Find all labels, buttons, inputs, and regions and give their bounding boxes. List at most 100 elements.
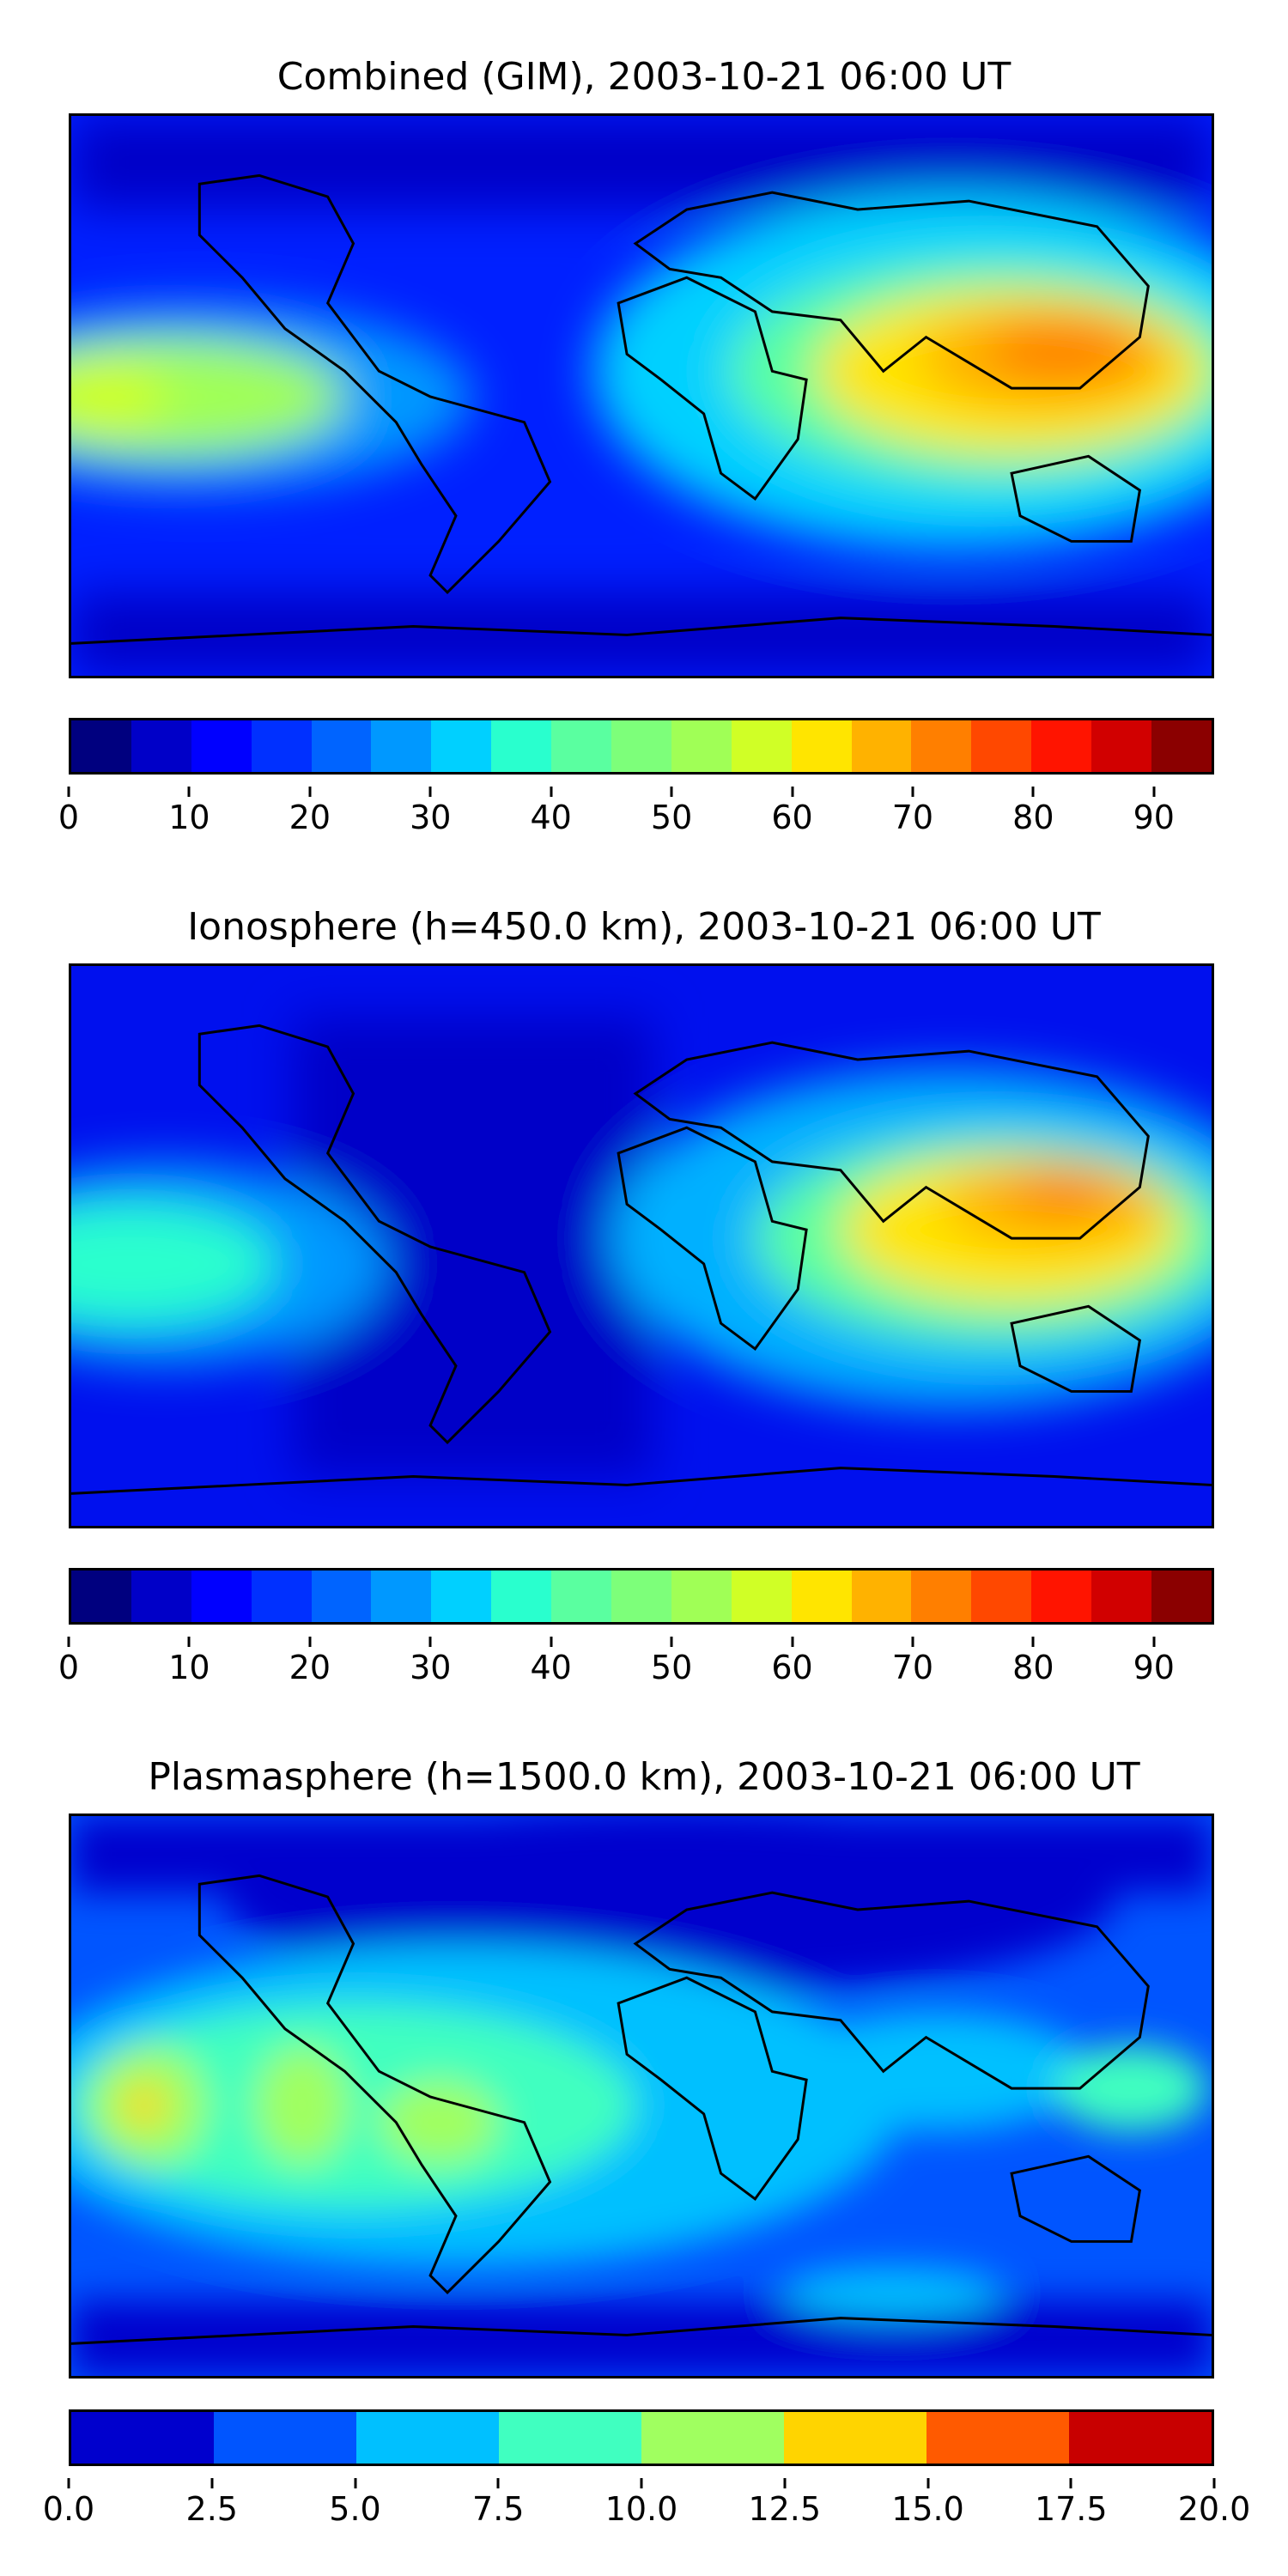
colorbar-3-tickmark [67,2478,70,2488]
colorbar-1-tickmark [308,787,312,797]
colorbar-1-segment [1031,720,1092,772]
colorbar-1-tickmark [187,787,191,797]
map-3-yellow-2 [255,2045,349,2166]
colorbar-1-segment [671,720,732,772]
colorbar-1-tickmark [428,787,432,797]
colorbar-2-tickmark [67,1637,70,1647]
colorbar-2-tick-label: 90 [1133,1649,1175,1686]
colorbar-1-tick-label: 70 [891,799,934,836]
colorbar-2-segment [251,1571,312,1622]
colorbar-3-segment [214,2412,356,2464]
map-3-band-east [781,2011,1089,2131]
colorbar-1-segment [311,720,372,772]
colorbar-1-tick-label: 90 [1133,799,1175,836]
colorbar-2-tickmark [1031,1637,1035,1647]
colorbar-1-segment [731,720,792,772]
map-2-asia-red [1012,1170,1115,1213]
colorbar-3-tickmark [783,2478,787,2488]
map-1-pacific-core [71,337,345,457]
colorbar-3-segment [784,2412,927,2464]
colorbar-3-tick-label: 15.0 [891,2490,964,2528]
colorbar-2-tick-label: 70 [891,1649,934,1686]
colorbar-2-tickmark [308,1637,312,1647]
colorbar-1-tick-label: 30 [410,799,452,836]
map-1-coastlines [71,173,1212,645]
map-3-south-low [71,2300,1212,2376]
colorbar-2-segment [1031,1571,1092,1622]
colorbar-1-tickmark [1031,787,1035,797]
colorbar-2-tickmark [428,1637,432,1647]
colorbar-2-tickmark [911,1637,914,1647]
colorbar-1-segment [911,720,972,772]
map-3-south-patch [781,2267,1004,2318]
panel-2-colorbar-ticks: 0 10 20 30 40 50 60 70 80 90 [58,1637,1214,1700]
colorbar-2-segment [491,1571,552,1622]
colorbar-2-tick-label: 60 [771,1649,813,1686]
colorbar-2-segment [1091,1571,1152,1622]
colorbar-1-segment [491,720,552,772]
colorbar-1-segment [611,720,671,772]
colorbar-1-tick-label: 80 [1012,799,1054,836]
colorbar-2-segment [971,1571,1032,1622]
colorbar-2-segment [731,1571,792,1622]
map-3-pacific-green [71,2002,636,2208]
colorbar-2-segment [131,1571,191,1622]
colorbar-2-segment [611,1571,671,1622]
colorbar-1-tickmark [670,787,673,797]
colorbar-1-tick-label: 40 [530,799,572,836]
colorbar-2-segment [911,1571,972,1622]
panel-2-colorbar [69,1568,1214,1625]
colorbar-3-tickmark [927,2478,929,2488]
colorbar-1-tickmark [550,787,553,797]
colorbar-2-segment [851,1571,912,1622]
colorbar-3-tickmark [496,2478,500,2488]
colorbar-1-segment [131,720,191,772]
colorbar-1-tick-label: 0 [58,799,80,836]
colorbar-3-tickmark [1212,2478,1216,2488]
colorbar-3-tick-label: 20.0 [1177,2490,1251,2528]
colorbar-2-tick-label: 50 [650,1649,693,1686]
colorbar-2-tickmark [550,1637,553,1647]
colorbar-1-segment [851,720,912,772]
colorbar-1-tick-label: 60 [771,799,813,836]
colorbar-3-segment [641,2412,784,2464]
colorbar-1-segment [431,720,492,772]
colorbar-2-segment [1151,1571,1212,1622]
colorbar-2-tick-label: 40 [530,1649,572,1686]
colorbar-1-tickmark [1152,787,1156,797]
panel-1-colorbar-ticks: 0 10 20 30 40 50 60 70 80 90 [58,787,1214,850]
colorbar-3-tick-label: 12.5 [748,2490,822,2528]
colorbar-1-segment [971,720,1032,772]
colorbar-3-tickmark [354,2478,356,2488]
colorbar-2-tickmark [187,1637,191,1647]
colorbar-3-tick-label: 7.5 [472,2490,525,2528]
colorbar-2-segment [551,1571,612,1622]
colorbar-1-segment [791,720,852,772]
colorbar-3-segment [927,2412,1069,2464]
colorbar-1-tickmark [791,787,794,797]
colorbar-3-tick-label: 2.5 [185,2490,238,2528]
map-3-coastlines [71,1874,1212,2345]
map-1-pacific-inner [71,362,166,431]
colorbar-2-segment [371,1571,432,1622]
colorbar-1-segment [1151,720,1212,772]
panel-3-colorbar-ticks: 0.0 2.5 5.0 7.5 10.0 12.5 15.0 17.5 20.0 [43,2478,1250,2542]
panel-1-title: Combined (GIM), 2003-10-21 06:00 UT [276,55,1012,99]
colorbar-3-tick-label: 17.5 [1034,2490,1108,2528]
colorbar-2-tickmark [791,1637,794,1647]
colorbar-2-segment [791,1571,852,1622]
colorbar-2-segment [671,1571,732,1622]
colorbar-1-segment [551,720,612,772]
colorbar-1-tick-label: 50 [650,799,693,836]
colorbar-3-tickmark [640,2478,643,2488]
colorbar-1-segment [71,720,131,772]
colorbar-2-segment [191,1571,252,1622]
colorbar-2-tick-label: 30 [410,1649,452,1686]
colorbar-1-segment [371,720,432,772]
colorbar-2-tick-label: 80 [1012,1649,1054,1686]
colorbar-2-tick-label: 0 [58,1649,80,1686]
panel-3-title: Plasmasphere (h=1500.0 km), 2003-10-21 0… [148,1755,1140,1799]
colorbar-3-tick-label: 5.0 [329,2490,381,2528]
map-2-pacific-core [71,1204,276,1324]
panel-2-map [69,963,1214,1528]
